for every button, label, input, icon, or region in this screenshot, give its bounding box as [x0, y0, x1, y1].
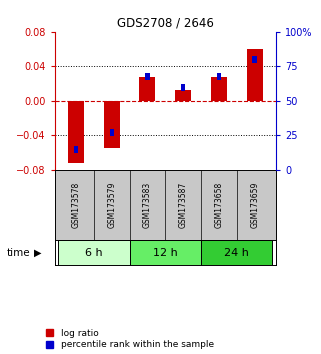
Bar [68, 101, 84, 163]
Bar [217, 73, 221, 80]
Bar [145, 73, 150, 80]
Bar [181, 84, 185, 91]
Text: GSM173578: GSM173578 [72, 182, 81, 228]
Bar [104, 101, 120, 148]
Bar [253, 56, 257, 63]
Text: GSM173587: GSM173587 [179, 182, 188, 228]
Bar [58, 240, 130, 266]
Bar [139, 77, 155, 101]
Text: GSM173583: GSM173583 [143, 182, 152, 228]
Text: ▶: ▶ [34, 248, 41, 258]
Bar [201, 240, 273, 266]
Bar [175, 90, 191, 101]
Title: GDS2708 / 2646: GDS2708 / 2646 [117, 16, 214, 29]
Text: 6 h: 6 h [85, 248, 103, 258]
Bar [109, 129, 114, 136]
Bar [211, 77, 227, 101]
Text: 24 h: 24 h [224, 248, 249, 258]
Text: GSM173579: GSM173579 [107, 182, 116, 228]
Text: time: time [6, 248, 30, 258]
Text: GSM173658: GSM173658 [214, 182, 223, 228]
Text: GSM173659: GSM173659 [250, 182, 259, 228]
Bar [130, 240, 201, 266]
Bar [74, 146, 78, 153]
Legend: log ratio, percentile rank within the sample: log ratio, percentile rank within the sa… [46, 329, 214, 349]
Text: 12 h: 12 h [153, 248, 178, 258]
Bar [247, 49, 263, 101]
